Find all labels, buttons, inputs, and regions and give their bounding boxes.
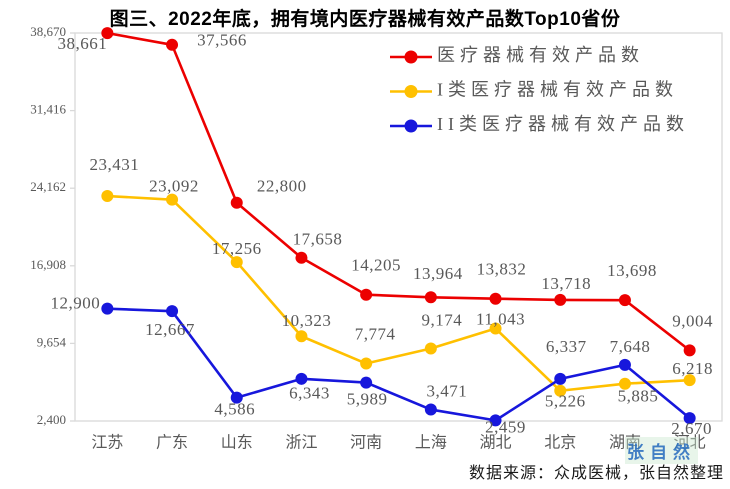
legend-item: II类医疗器械有效产品数	[390, 114, 689, 134]
data-label: 37,566	[197, 31, 247, 50]
x-category-label: 山东	[221, 434, 253, 452]
series-marker-1	[295, 330, 308, 343]
chart-title: 图三、2022年底，拥有境内医疗器械有效产品数Top10省份	[109, 9, 621, 30]
series-marker-2	[101, 302, 114, 315]
series-marker-2	[618, 358, 631, 371]
legend-label: II类医疗器械有效产品数	[437, 114, 689, 134]
series-marker-2	[554, 372, 567, 385]
data-label: 2,670	[671, 419, 712, 438]
series-marker-1	[101, 190, 114, 203]
series-marker-2	[360, 376, 373, 389]
data-label: 6,337	[546, 337, 587, 356]
data-label: 3,471	[426, 381, 467, 400]
legend-swatch-dot	[404, 50, 418, 64]
x-category-label: 上海	[415, 434, 447, 452]
x-category-label: 广东	[156, 434, 188, 452]
series-marker-2	[489, 414, 502, 427]
x-category-label: 江苏	[91, 434, 123, 452]
plot-border	[74, 32, 723, 422]
data-label: 5,989	[347, 390, 388, 409]
data-label: 4,586	[214, 400, 255, 419]
data-label: 17,256	[212, 239, 262, 258]
series-marker-0	[295, 251, 308, 264]
series-marker-2	[683, 412, 696, 425]
data-label: 9,004	[672, 311, 713, 330]
data-label: 13,718	[541, 274, 591, 293]
data-label: 13,832	[477, 260, 527, 279]
legend: 医疗器械有效产品数 I类医疗器械有效产品数 II类医疗器械有效产品数	[390, 45, 689, 134]
data-label: 2,459	[485, 417, 526, 436]
y-tick-label: 16,908	[30, 257, 66, 272]
series-marker-1	[489, 322, 502, 335]
legend-label: I类医疗器械有效产品数	[437, 80, 678, 100]
x-category-label: 河南	[350, 434, 382, 452]
series-marker-1	[424, 342, 437, 355]
data-label: 17,658	[293, 230, 343, 249]
data-label: 13,698	[607, 261, 657, 280]
series-marker-1	[360, 357, 373, 370]
series-marker-0	[489, 292, 502, 305]
series-line-0	[107, 31, 691, 352]
data-label: 12,667	[145, 320, 195, 339]
series-marker-1	[683, 374, 696, 387]
y-tick-label: 2,400	[37, 412, 66, 427]
data-label: 9,174	[421, 310, 462, 329]
legend-item: I类医疗器械有效产品数	[390, 80, 678, 100]
data-label: 5,226	[545, 392, 586, 411]
x-category-label: 湖北	[480, 434, 512, 452]
series-marker-1	[166, 193, 179, 206]
series-marker-1	[230, 256, 243, 269]
series-marker-0	[554, 293, 567, 306]
legend-swatch-dot	[404, 119, 418, 133]
legend-item: 医疗器械有效产品数	[390, 45, 644, 65]
series-line-1	[107, 194, 690, 393]
series-marker-2	[424, 403, 437, 416]
x-category-label: 湖南	[609, 434, 641, 452]
data-label: 38,661	[57, 34, 107, 53]
source-note: 数据来源：众成医械，张自然整理	[468, 465, 724, 482]
series-marker-1	[554, 384, 567, 397]
data-label: 22,800	[257, 177, 307, 196]
data-label: 6,218	[672, 359, 713, 378]
data-label: 23,092	[149, 177, 199, 196]
legend-label: 医疗器械有效产品数	[437, 45, 644, 65]
data-label: 6,343	[289, 384, 330, 403]
series-marker-2	[295, 372, 308, 385]
y-tick-label: 31,416	[30, 102, 66, 117]
data-label: 10,323	[282, 311, 332, 330]
series-marker-1	[618, 377, 631, 390]
watermark: 张自然	[625, 437, 698, 464]
x-category-label: 北京	[544, 434, 576, 452]
series-marker-0	[424, 291, 437, 304]
series-marker-0	[618, 294, 631, 307]
y-tick-label: 38,670	[30, 24, 66, 39]
series-marker-0	[101, 27, 114, 40]
data-label: 5,885	[618, 387, 659, 406]
series-marker-0	[166, 38, 179, 51]
x-category-label: 河北	[674, 434, 706, 452]
series-marker-0	[360, 288, 373, 301]
series-marker-0	[230, 196, 243, 209]
series-marker-2	[230, 391, 243, 404]
data-label: 11,043	[476, 309, 525, 328]
y-tick-label: 9,654	[37, 334, 67, 349]
data-label: 13,964	[413, 264, 463, 283]
y-tick-label: 24,162	[30, 179, 66, 194]
data-label: 23,431	[89, 155, 139, 174]
data-label: 12,900	[50, 294, 100, 313]
x-category-label: 浙江	[285, 434, 317, 452]
data-label: 14,205	[351, 256, 401, 275]
series-marker-0	[683, 344, 696, 357]
data-label: 7,774	[355, 324, 396, 343]
series-marker-2	[166, 305, 179, 318]
legend-swatch-dot	[404, 85, 418, 98]
series-line-2	[107, 307, 691, 422]
data-label: 7,648	[610, 337, 651, 356]
